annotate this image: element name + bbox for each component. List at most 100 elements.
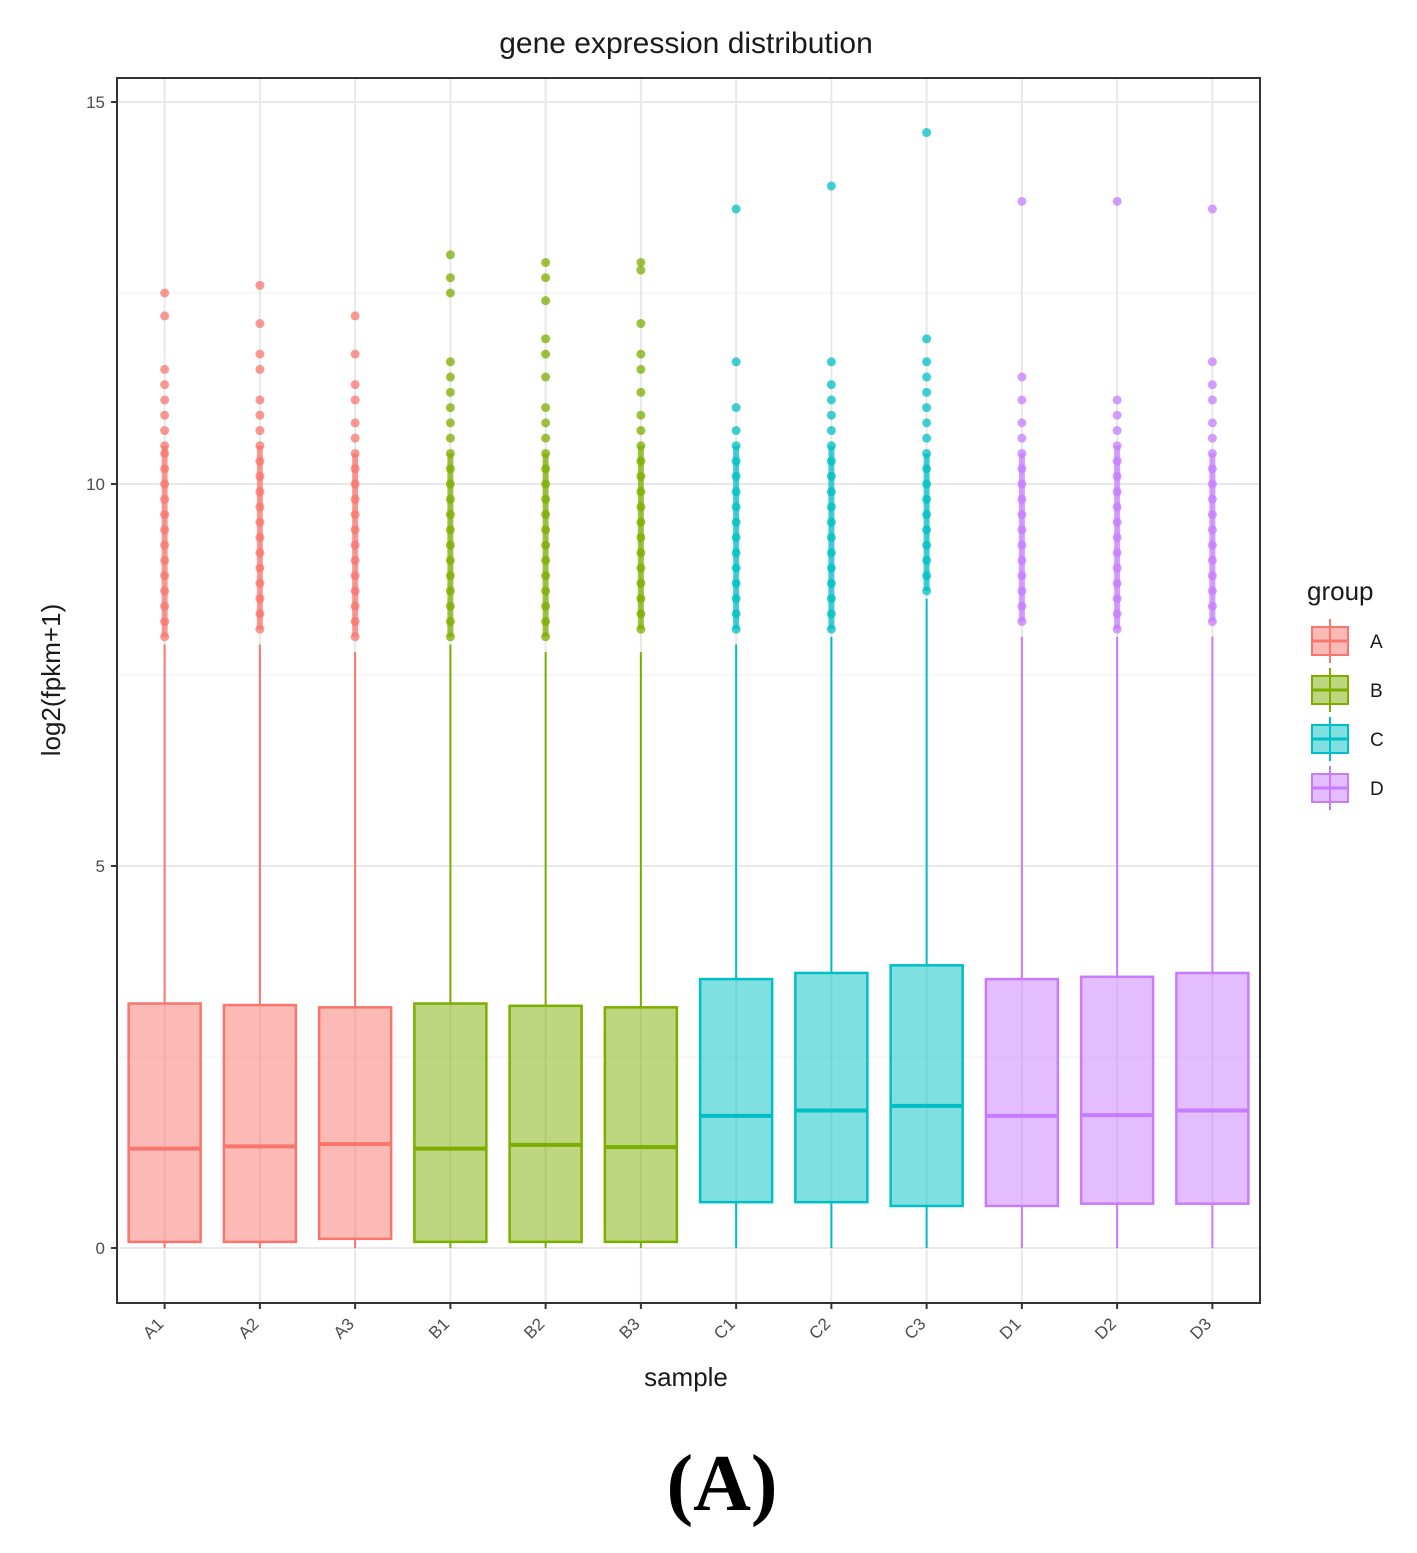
outlier-point [636, 319, 646, 329]
legend-label: C [1370, 730, 1384, 751]
outlier-point [160, 441, 170, 451]
outlier-point [541, 555, 551, 565]
outlier-point [922, 334, 932, 344]
outlier-point [1112, 487, 1122, 497]
outlier-point [636, 364, 646, 374]
outlier-point [541, 418, 551, 428]
outlier-point [636, 257, 646, 267]
outlier-point [255, 578, 265, 588]
outlier-point [826, 563, 836, 573]
outlier-point [1017, 617, 1027, 627]
outlier-point [636, 594, 646, 604]
outlier-point [1112, 410, 1122, 420]
outlier-point [636, 387, 646, 397]
outlier-point [826, 487, 836, 497]
outlier-point [922, 448, 932, 458]
outlier-point [445, 372, 455, 382]
outlier-point [826, 502, 836, 512]
outlier-point [731, 403, 741, 413]
outlier-point [1112, 441, 1122, 451]
outlier-point [445, 357, 455, 367]
outlier-point [541, 349, 551, 359]
outlier-point [541, 601, 551, 611]
outlier-point [826, 426, 836, 436]
legend: group A B C D [1307, 576, 1384, 810]
outlier-point [350, 510, 360, 520]
legend-label: B [1370, 681, 1383, 702]
outlier-point [922, 586, 932, 596]
outlier-point [1017, 196, 1027, 206]
outlier-point [1207, 464, 1217, 474]
outlier-point [636, 441, 646, 451]
outlier-point [255, 548, 265, 558]
outlier-point [160, 311, 170, 321]
legend-item-D: D [1311, 766, 1384, 810]
box-body [1175, 971, 1250, 1205]
outlier-point [1207, 540, 1217, 550]
outlier-point [255, 319, 265, 329]
outlier-point [922, 418, 932, 428]
outlier-point [826, 624, 836, 634]
outlier-point [922, 372, 932, 382]
panel-label: (A) [666, 1440, 777, 1528]
outlier-point [1017, 540, 1027, 550]
outlier-point [350, 494, 360, 504]
outlier-point [445, 525, 455, 535]
box-D2 [1079, 196, 1155, 1248]
outlier-point [255, 502, 265, 512]
outlier-point [1017, 586, 1027, 596]
outlier-point [255, 624, 265, 634]
legend-item-B: B [1311, 668, 1383, 712]
outlier-point [541, 632, 551, 642]
outlier-point [541, 571, 551, 581]
outlier-point [255, 517, 265, 527]
outlier-point [826, 532, 836, 542]
outlier-point [350, 571, 360, 581]
outlier-point [255, 410, 265, 420]
outlier-point [255, 487, 265, 497]
outlier-point [160, 448, 170, 458]
outlier-point [445, 617, 455, 627]
box-body [603, 1006, 679, 1244]
y-axis-title: log2(fpkm+1) [36, 604, 66, 756]
outlier-point [541, 257, 551, 267]
outlier-point [160, 632, 170, 642]
outlier-point [731, 456, 741, 466]
outlier-point [1112, 471, 1122, 481]
outlier-point [255, 441, 265, 451]
outlier-point [1207, 494, 1217, 504]
outlier-point [922, 525, 932, 535]
outlier-point [1017, 525, 1027, 535]
x-axis-title: sample [644, 1362, 728, 1392]
y-tick-label: 5 [96, 857, 105, 876]
box-body [698, 977, 774, 1204]
outlier-point [350, 418, 360, 428]
outlier-point [1207, 380, 1217, 390]
outlier-point [160, 601, 170, 611]
outlier-point [445, 288, 455, 298]
box-B3 [603, 257, 679, 1248]
outlier-point [1112, 594, 1122, 604]
outlier-point [1207, 617, 1217, 627]
outlier-point [731, 532, 741, 542]
outlier-point [541, 372, 551, 382]
outlier-point [160, 540, 170, 550]
outlier-point [350, 380, 360, 390]
box-D1 [984, 196, 1060, 1248]
outlier-point [1112, 624, 1122, 634]
panel-border [116, 77, 1261, 1304]
box-body [127, 1002, 202, 1244]
outlier-point [1207, 555, 1217, 565]
outlier-point [1207, 525, 1217, 535]
legend-item-C: C [1311, 717, 1384, 761]
outlier-point [731, 204, 741, 214]
outlier-point [731, 471, 741, 481]
outlier-point [350, 586, 360, 596]
outlier-point [1207, 418, 1217, 428]
outlier-point [160, 617, 170, 627]
box-body [794, 971, 869, 1204]
y-tick-label: 0 [96, 1239, 105, 1258]
outlier-point [1017, 448, 1027, 458]
outlier-point [636, 349, 646, 359]
